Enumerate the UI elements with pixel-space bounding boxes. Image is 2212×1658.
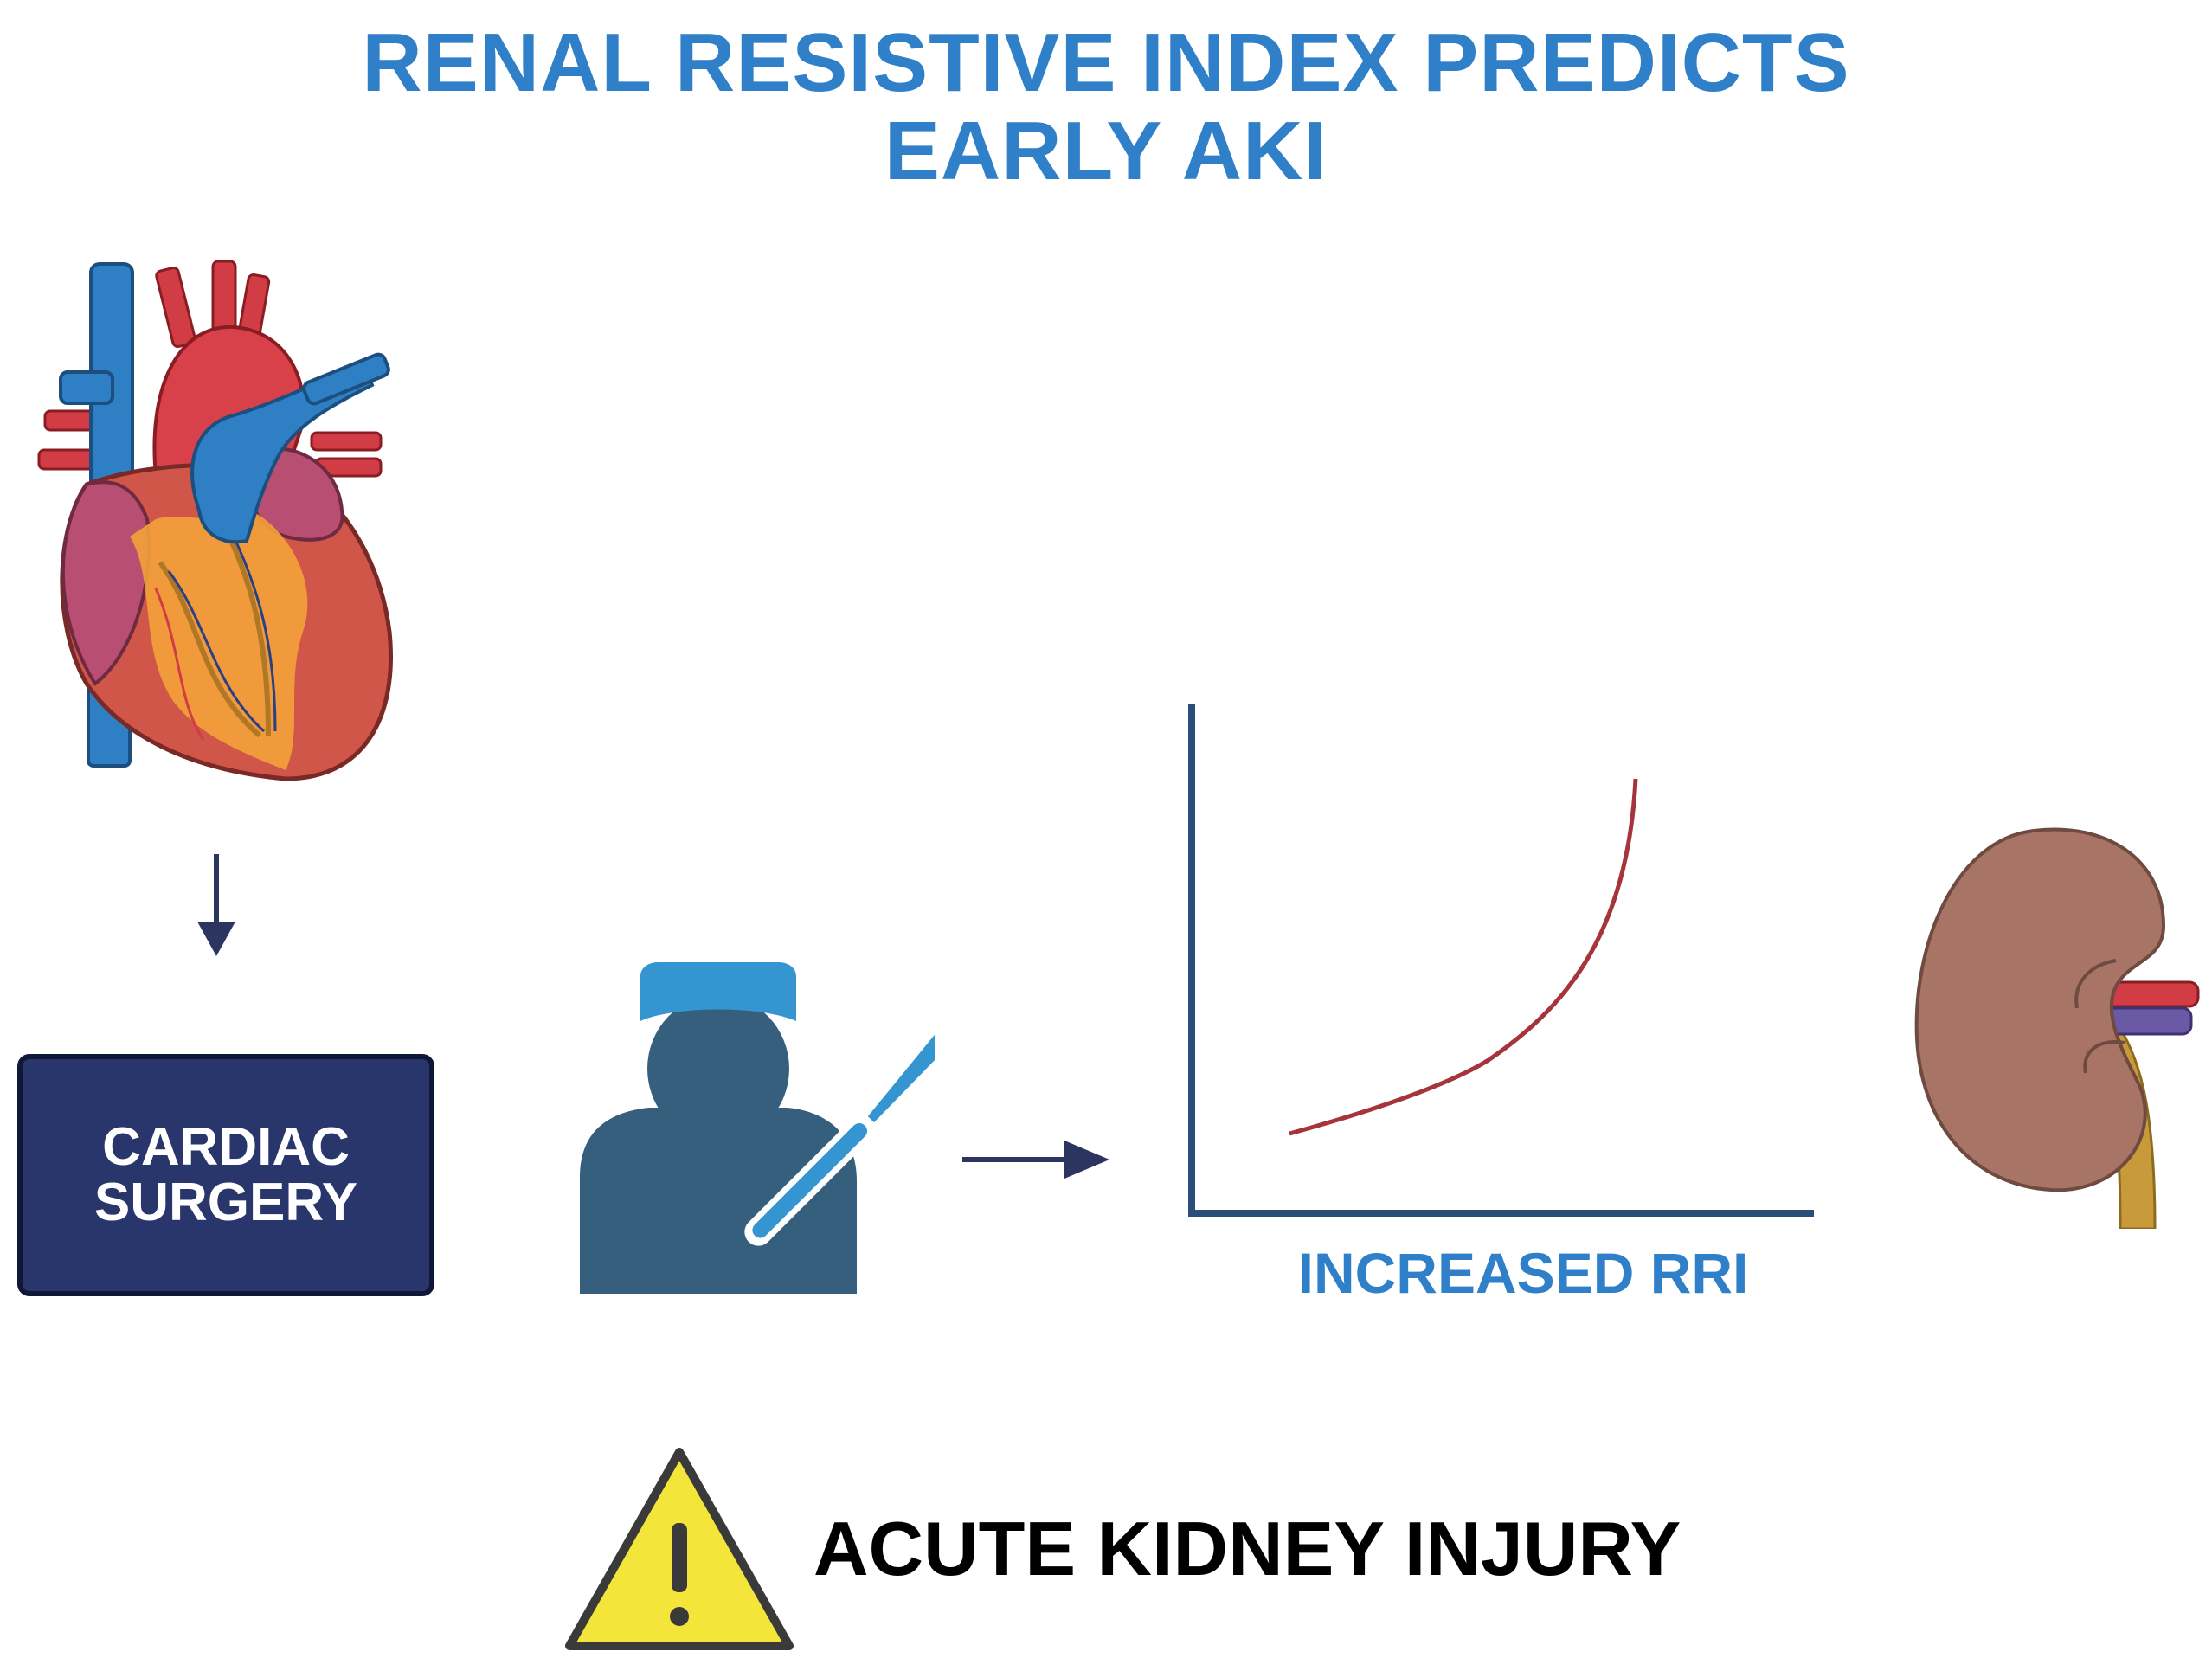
kidney-icon [1914,827,2200,1229]
warning-icon [565,1448,794,1650]
outcome-label: ACUTE KIDNEY INJURY [813,1506,1682,1591]
title-line-2: EARLY AKI [884,105,1328,197]
graph-x-label: INCREASED RRI [1297,1241,1749,1305]
heart-icon [37,260,393,781]
page-title: RENAL RESISTIVE INDEX PREDICTS EARLY AKI [0,19,2212,196]
cardiac-surgery-box: CARDIAC SURGERY [17,1054,434,1296]
scalpel-icon [744,1014,935,1246]
right-arrow [962,1141,1109,1179]
title-line-1: RENAL RESISTIVE INDEX PREDICTS [362,16,1850,109]
surgery-label-line-1: CARDIAC [102,1117,350,1177]
surgeon-icon [580,962,935,1294]
surgery-label-line-2: SURGERY [93,1173,358,1232]
rri-graph [1188,704,1814,1217]
rri-curve [1289,778,1638,1136]
down-arrow [197,854,235,956]
